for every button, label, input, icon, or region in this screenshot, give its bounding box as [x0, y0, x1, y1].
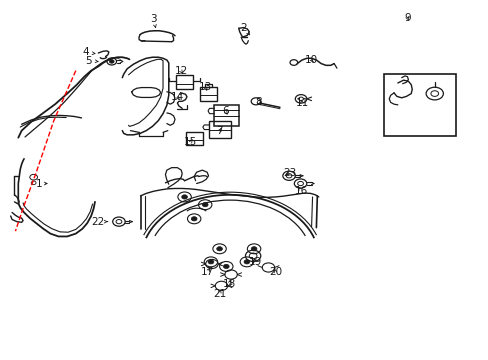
Bar: [185, 132, 203, 145]
Text: 16: 16: [294, 186, 307, 195]
Circle shape: [208, 260, 213, 264]
Text: 21: 21: [212, 289, 226, 298]
Text: 7: 7: [216, 126, 223, 136]
Text: 14: 14: [170, 92, 183, 102]
Bar: [208, 121, 230, 138]
Text: 1: 1: [36, 179, 47, 189]
Text: 13: 13: [198, 81, 211, 91]
Circle shape: [191, 217, 197, 221]
Text: 19: 19: [248, 257, 261, 267]
Bar: [384, 74, 455, 136]
Circle shape: [202, 203, 208, 207]
Text: 6: 6: [222, 106, 228, 116]
Bar: [200, 87, 217, 100]
Text: 4: 4: [82, 47, 95, 57]
Bar: [214, 105, 239, 126]
Text: 20: 20: [268, 267, 282, 278]
Circle shape: [109, 60, 114, 63]
Text: 18: 18: [222, 279, 235, 289]
Circle shape: [223, 264, 229, 269]
Text: 5: 5: [85, 56, 98, 66]
Text: 12: 12: [174, 66, 187, 76]
Text: 10: 10: [305, 55, 318, 65]
Text: 17: 17: [200, 267, 213, 278]
Text: 23: 23: [283, 168, 296, 178]
Bar: [176, 75, 193, 89]
Text: 15: 15: [184, 137, 197, 147]
Text: 2: 2: [240, 23, 249, 35]
Circle shape: [216, 247, 222, 251]
Circle shape: [251, 247, 256, 251]
Text: 8: 8: [255, 98, 262, 107]
Text: 3: 3: [150, 14, 157, 28]
Circle shape: [182, 195, 187, 199]
Circle shape: [244, 260, 249, 264]
Text: 22: 22: [92, 217, 107, 227]
Text: 9: 9: [403, 13, 410, 23]
Text: 11: 11: [295, 98, 308, 108]
